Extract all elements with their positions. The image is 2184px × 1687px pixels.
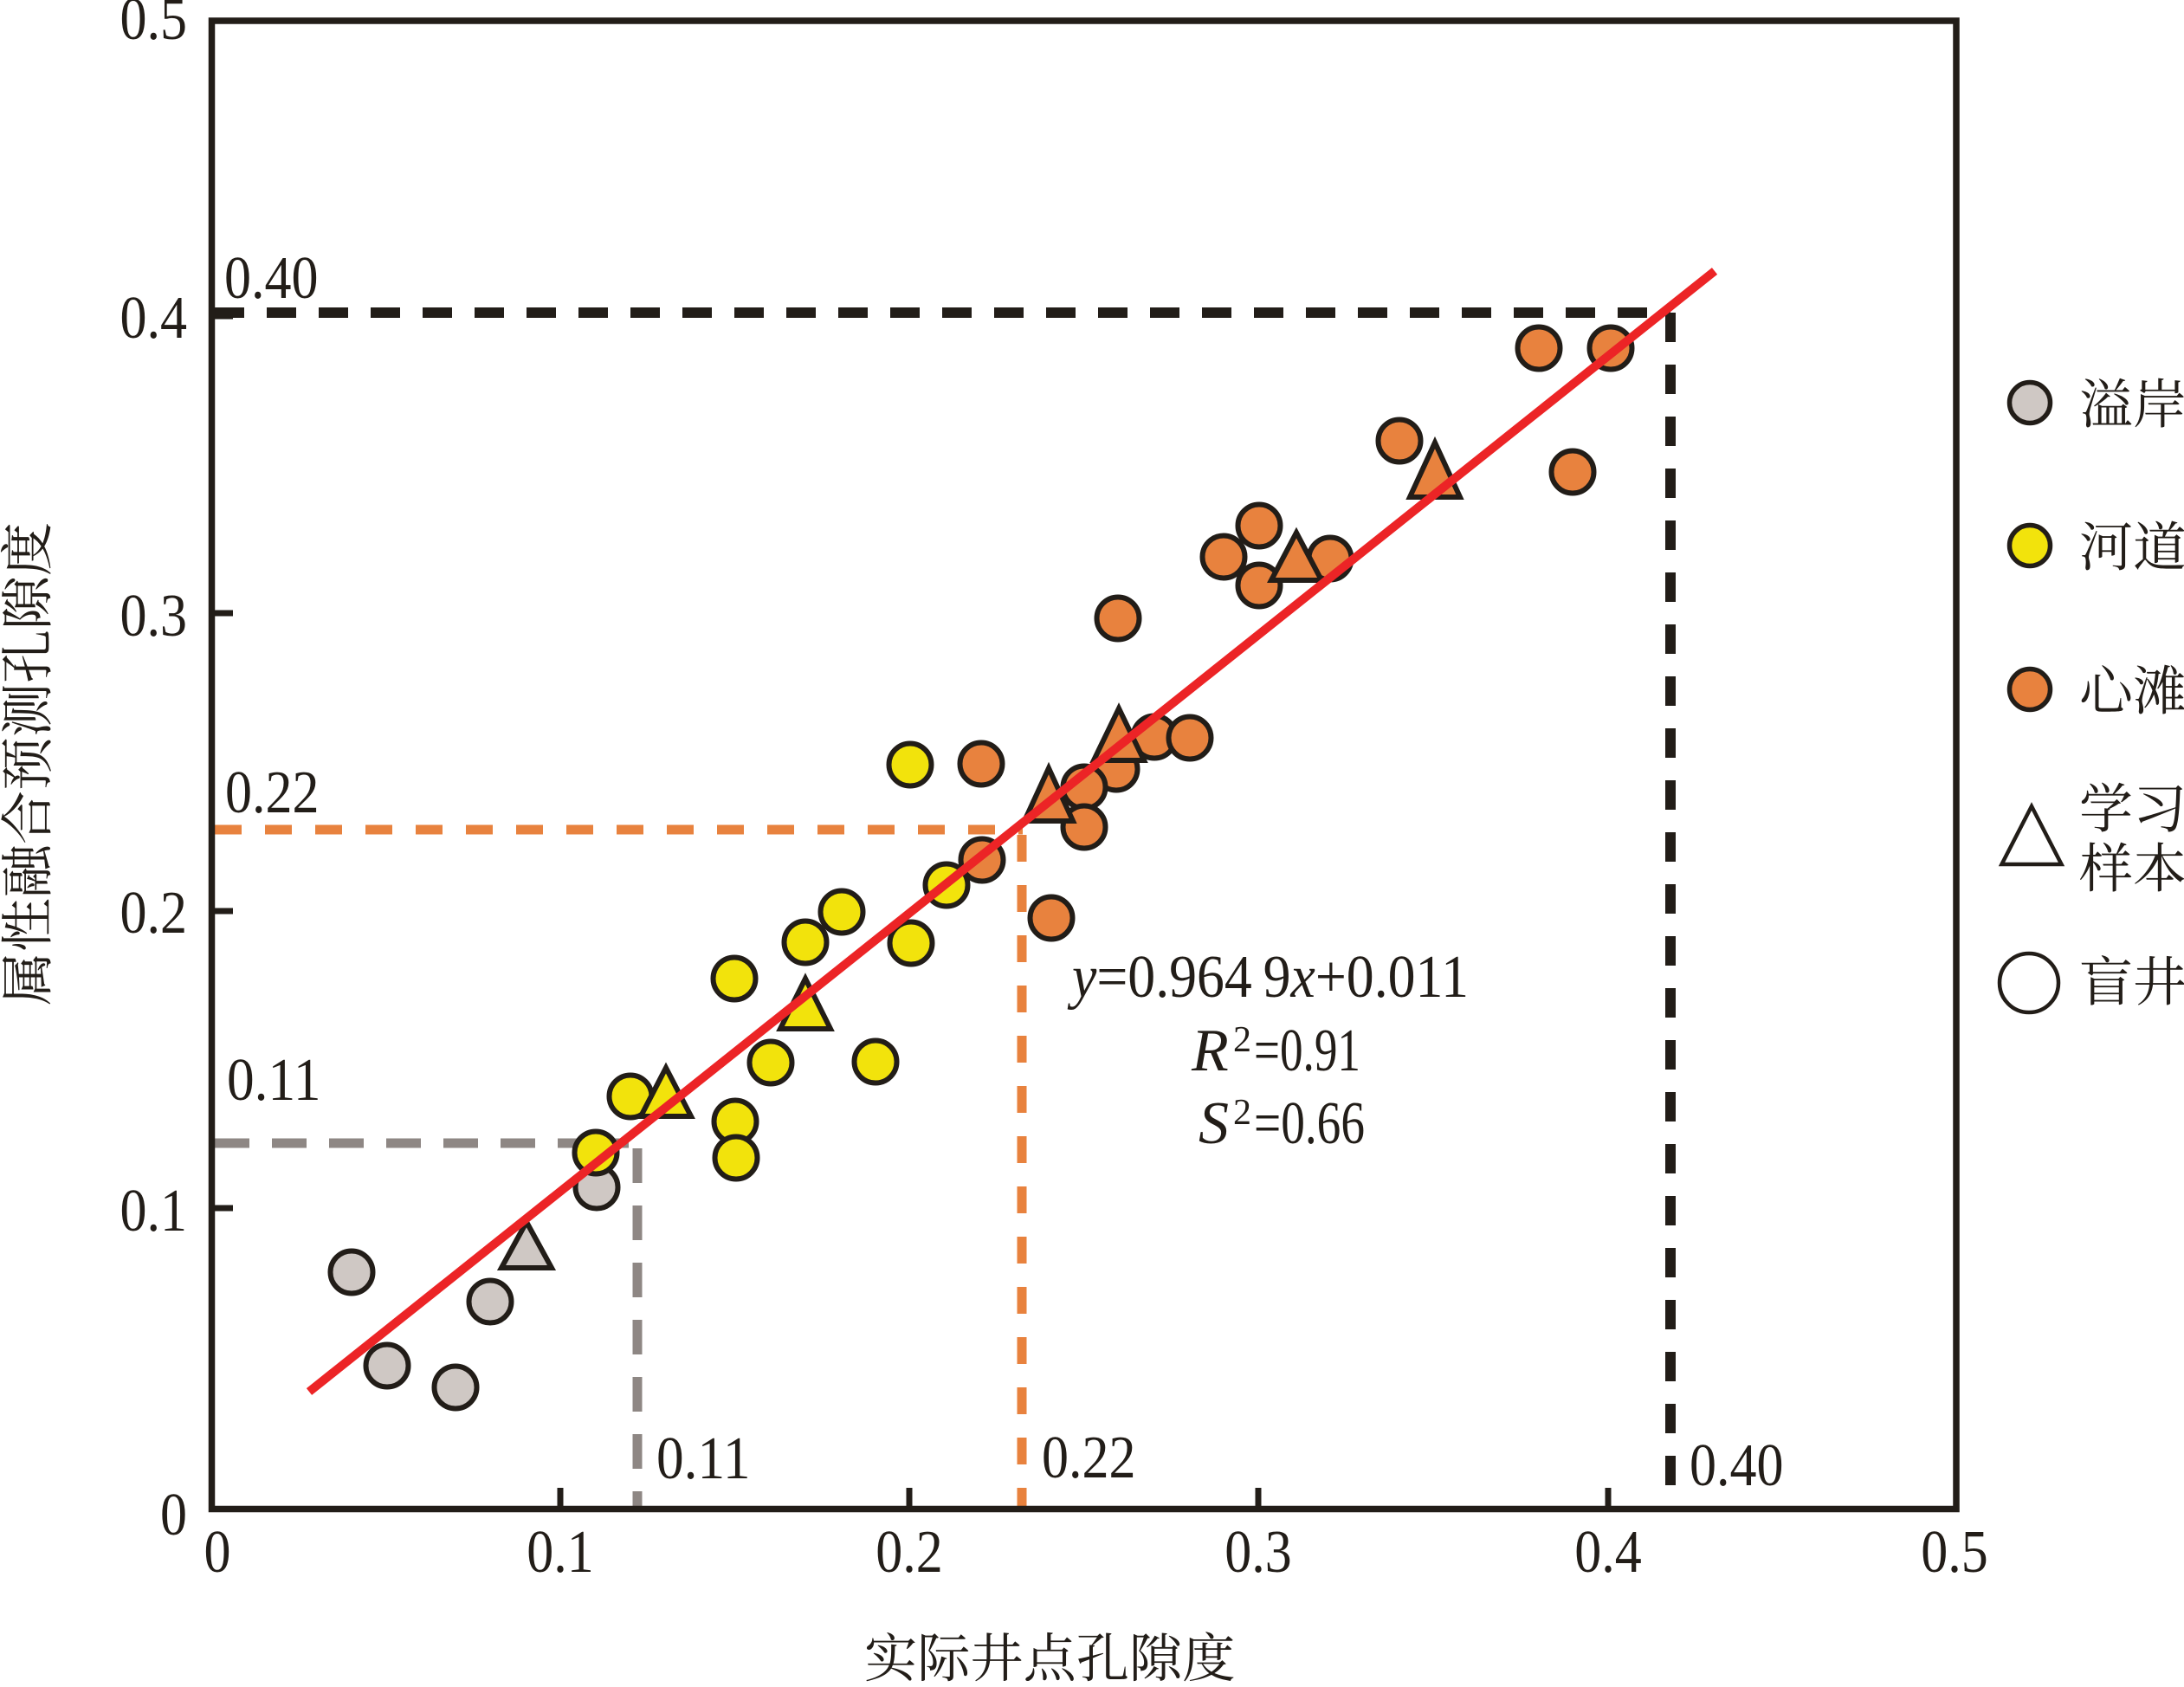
svg-text:0.2: 0.2 (120, 880, 188, 947)
svg-text:2: 2 (1233, 1020, 1251, 1060)
svg-text:0.5: 0.5 (1921, 1519, 1988, 1586)
svg-text:S: S (1199, 1090, 1229, 1157)
svg-text:0.4: 0.4 (120, 285, 188, 352)
svg-text:0.11: 0.11 (227, 1047, 321, 1114)
svg-text:0.22: 0.22 (225, 759, 320, 826)
svg-text:0.2: 0.2 (876, 1519, 942, 1586)
svg-text:=0.66: =0.66 (1254, 1090, 1365, 1157)
svg-text:0.4: 0.4 (1574, 1519, 1642, 1586)
svg-text:0.1: 0.1 (527, 1519, 594, 1586)
svg-text:=0.91: =0.91 (1254, 1018, 1360, 1084)
svg-text:0.40: 0.40 (1690, 1432, 1784, 1499)
svg-text:0.22: 0.22 (1042, 1425, 1136, 1491)
svg-text:y=0.964 9x+0.011: y=0.964 9x+0.011 (1068, 944, 1469, 1011)
svg-text:0.3: 0.3 (120, 583, 188, 650)
svg-text:0.11: 0.11 (656, 1425, 751, 1492)
svg-text:0: 0 (204, 1519, 231, 1586)
svg-text:0.1: 0.1 (120, 1178, 188, 1244)
svg-text:0.40: 0.40 (224, 245, 319, 312)
svg-text:2: 2 (1233, 1093, 1251, 1133)
svg-text:0.5: 0.5 (120, 0, 188, 53)
svg-text:R: R (1191, 1018, 1229, 1084)
svg-text:0: 0 (160, 1482, 187, 1548)
svg-text:0.3: 0.3 (1224, 1519, 1292, 1586)
